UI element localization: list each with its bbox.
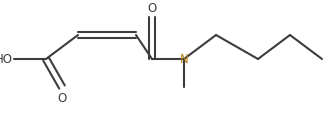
Text: O: O xyxy=(147,2,157,15)
Text: HO: HO xyxy=(0,53,13,66)
Text: O: O xyxy=(57,91,67,104)
Text: N: N xyxy=(180,53,188,66)
